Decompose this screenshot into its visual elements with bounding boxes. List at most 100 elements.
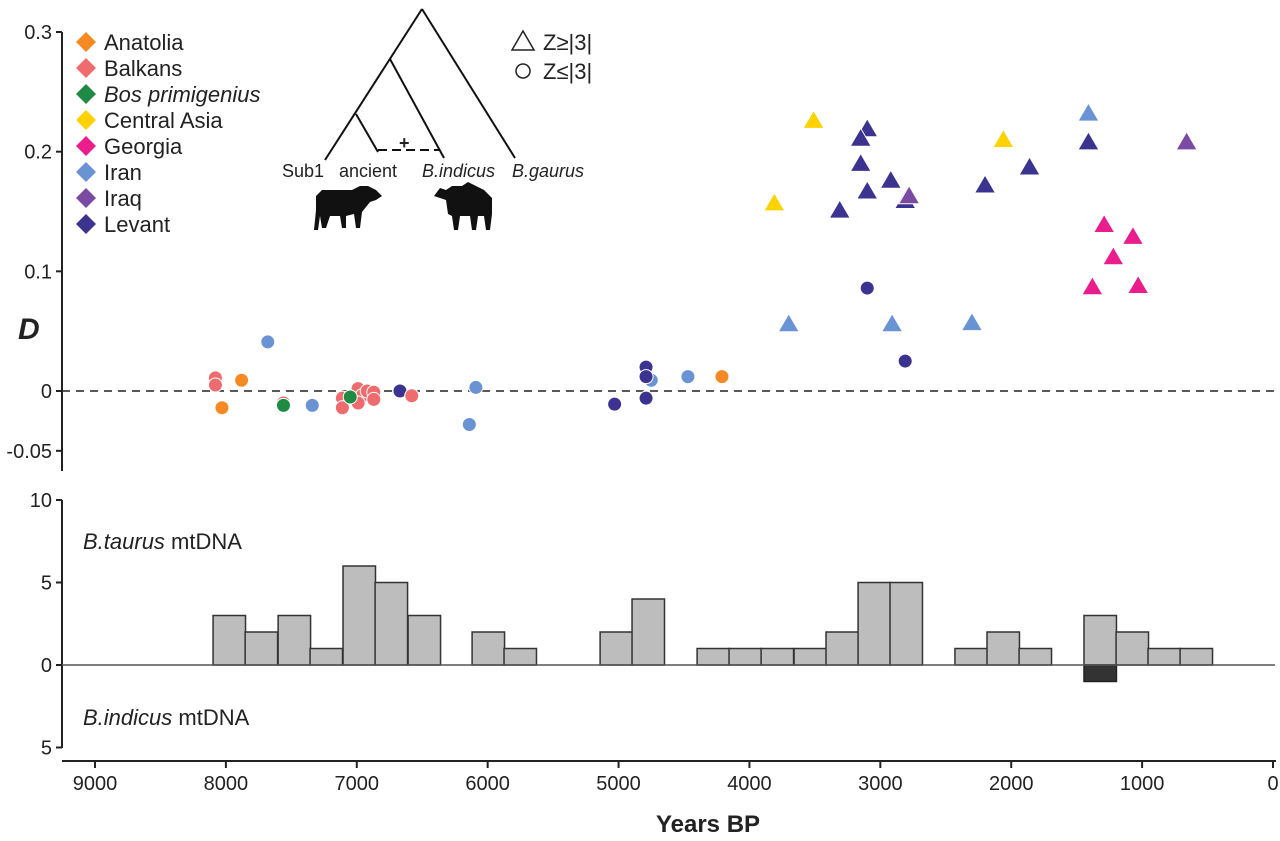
- data-point-circle: [859, 280, 875, 296]
- count-axis-tick-label: 10: [30, 490, 52, 512]
- taurus-histogram-bar: [1083, 614, 1118, 666]
- taurus-mtdna-annotation: B.taurus mtDNA: [83, 529, 242, 554]
- data-point-circle: [714, 369, 730, 385]
- data-point-triangle: [855, 179, 879, 200]
- x-axis-tick-label: 7000: [335, 773, 380, 795]
- x-axis-tick-label: 8000: [204, 773, 249, 795]
- legend-label: Balkans: [104, 56, 182, 81]
- data-point-triangle: [777, 312, 801, 333]
- d-axis-tick-label: 0: [41, 381, 52, 403]
- phylogeny-tree-inset: + Sub1 ancient B.indicus B.gaurus: [282, 8, 584, 230]
- legend-item-levant: Levant: [76, 212, 170, 237]
- count-axis-tick-label: 5: [41, 573, 52, 595]
- legend-item-iran: Iran: [76, 160, 142, 185]
- taurus-histogram-bar: [728, 647, 763, 666]
- taurus-histogram-bar: [1179, 647, 1214, 666]
- taurine-cow-silhouette-icon: [314, 186, 382, 230]
- data-point-circle: [638, 369, 654, 385]
- legend-label: Levant: [104, 212, 170, 237]
- d-statistic-points: [207, 102, 1198, 433]
- data-point-triangle: [762, 191, 786, 212]
- taurus-histogram-bar: [889, 581, 924, 666]
- data-point-triangle: [973, 173, 997, 194]
- x-axis-tick-label: 3000: [858, 773, 903, 795]
- legend-item-balkans: Balkans: [76, 56, 182, 81]
- legend-diamond-icon: [76, 214, 96, 234]
- d-axis-tick-label: 0.1: [24, 261, 52, 283]
- data-point-circle: [680, 369, 696, 385]
- x-axis-tick-label: 0: [1267, 773, 1278, 795]
- taurus-histogram-bar: [696, 647, 731, 666]
- data-point-circle: [468, 379, 484, 395]
- tree-branch-gaurus: [421, 8, 516, 159]
- data-point-circle: [214, 400, 230, 416]
- tree-tip-ancient: ancient: [339, 161, 397, 181]
- x-axis-tick-label: 4000: [727, 773, 772, 795]
- taurus-histogram-bar: [309, 647, 344, 666]
- taurus-histogram-bar: [407, 614, 442, 666]
- triangle-legend-label: Z≥|3|: [543, 30, 592, 55]
- count-axis-ticks: 10 5 0 5: [30, 490, 62, 760]
- data-point-circle: [607, 396, 623, 412]
- legend-diamond-icon: [76, 58, 96, 78]
- taurus-histogram-bar: [631, 598, 666, 666]
- tree-tip-sub1: Sub1: [282, 161, 324, 181]
- legend-diamond-icon: [76, 136, 96, 156]
- legend-item-georgia: Georgia: [76, 134, 183, 159]
- taurus-histogram-bar: [857, 581, 892, 666]
- tree-branch-root-left: [324, 8, 423, 161]
- legend-label: Iraq: [104, 186, 142, 211]
- indicus-mtdna-annotation: B.indicus mtDNA: [83, 705, 250, 730]
- legend-item-iraq: Iraq: [76, 186, 142, 211]
- triangle-legend-icon: [510, 29, 536, 51]
- data-point-circle: [404, 388, 420, 404]
- indicus-histogram-bar: [1083, 664, 1118, 683]
- taurus-histogram-bar: [374, 581, 409, 666]
- x-axis-tick-label: 5000: [596, 773, 641, 795]
- data-point-circle: [638, 390, 654, 406]
- legend-item-bos-primigenius: Bos primigenius: [76, 82, 261, 107]
- mtdna-histogram-bars: [212, 565, 1214, 683]
- data-point-triangle: [849, 127, 873, 147]
- taurus-histogram-bar: [793, 647, 828, 666]
- taurus-histogram-bar: [277, 614, 312, 666]
- tree-tip-indicus: B.indicus: [422, 161, 495, 181]
- circle-legend-icon: [515, 63, 531, 79]
- d-axis-tick-label: -0.05: [6, 441, 52, 463]
- taurus-histogram-bar: [342, 565, 377, 666]
- taurus-histogram-bar: [212, 614, 247, 666]
- x-axis-title: Years BP: [656, 811, 760, 838]
- data-point-circle: [897, 353, 913, 369]
- data-point-triangle: [1077, 130, 1100, 151]
- data-point-triangle: [849, 152, 873, 172]
- d-axis-label: D: [18, 313, 40, 346]
- tree-branch-indicus: [389, 58, 445, 159]
- legend-diamond-icon: [76, 162, 96, 182]
- legend-label: Bos primigenius: [104, 82, 261, 107]
- x-axis-ticks: 9000 8000 7000 6000 5000 4000 3000 2000 1000 0: [73, 761, 1279, 795]
- data-point-triangle: [880, 312, 904, 333]
- legend-label: Iran: [104, 160, 142, 185]
- d-axis-tick-label: 0.2: [24, 142, 52, 164]
- taurus-histogram-bar: [986, 631, 1021, 666]
- data-point-circle: [461, 417, 477, 433]
- data-point-circle: [366, 391, 382, 407]
- x-axis-tick-label: 6000: [465, 773, 510, 795]
- data-point-triangle: [1175, 130, 1198, 151]
- d-axis-ticks: 0.3 0.2 0.1 0 -0.05: [6, 22, 62, 463]
- data-point-triangle: [991, 128, 1015, 149]
- legend-label: Georgia: [104, 134, 183, 159]
- legend-item-central-asia: Central Asia: [76, 108, 223, 133]
- taurus-histogram-bar: [760, 647, 795, 666]
- legend-label: Central Asia: [104, 108, 223, 133]
- taurus-histogram-bar: [825, 631, 860, 666]
- count-axis-tick-label: 5: [41, 738, 52, 760]
- legend-diamond-icon: [76, 188, 96, 208]
- taurus-histogram-bar: [503, 647, 538, 666]
- data-point-circle: [207, 377, 223, 393]
- x-axis-tick-label: 9000: [73, 773, 118, 795]
- x-axis-tick-label: 1000: [1120, 773, 1165, 795]
- data-point-triangle: [1121, 225, 1145, 245]
- data-point-triangle: [1018, 156, 1041, 176]
- taurus-histogram-bar: [599, 631, 634, 666]
